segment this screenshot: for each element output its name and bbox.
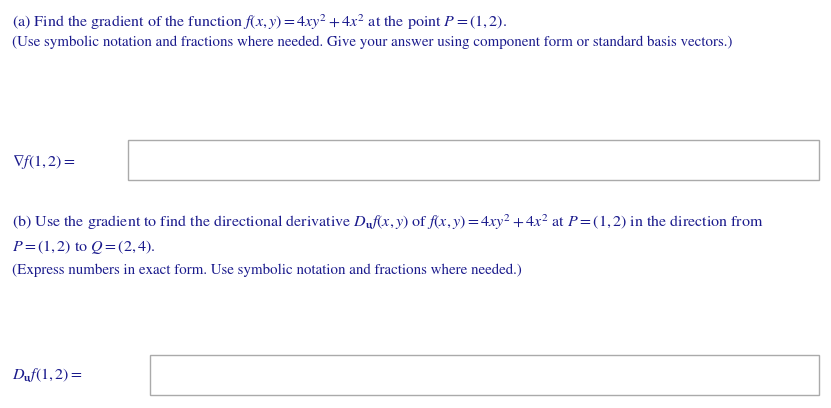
Bar [150, 355, 819, 395]
Text: (Express numbers in exact form. Use symbolic notation and fractions where needed: (Express numbers in exact form. Use symb… [12, 264, 522, 277]
Text: (a) Find the gradient of the function $f(x, y) = 4xy^2 + 4x^2$ at the point $P =: (a) Find the gradient of the function $f… [12, 12, 507, 31]
Bar [128, 140, 819, 180]
Text: (b) Use the gradient to find the directional derivative $D_{\mathbf{u}}f(x, y)$ : (b) Use the gradient to find the directi… [12, 212, 764, 232]
Text: $\nabla f(1, 2) =$: $\nabla f(1, 2) =$ [12, 153, 76, 171]
Text: $P = (1, 2)$ to $Q = (2, 4)$.: $P = (1, 2)$ to $Q = (2, 4)$. [12, 238, 155, 256]
Text: $D_{\mathbf{u}}f(1, 2) =$: $D_{\mathbf{u}}f(1, 2) =$ [12, 366, 82, 384]
Text: (Use symbolic notation and fractions where needed. Give your answer using compon: (Use symbolic notation and fractions whe… [12, 36, 732, 49]
